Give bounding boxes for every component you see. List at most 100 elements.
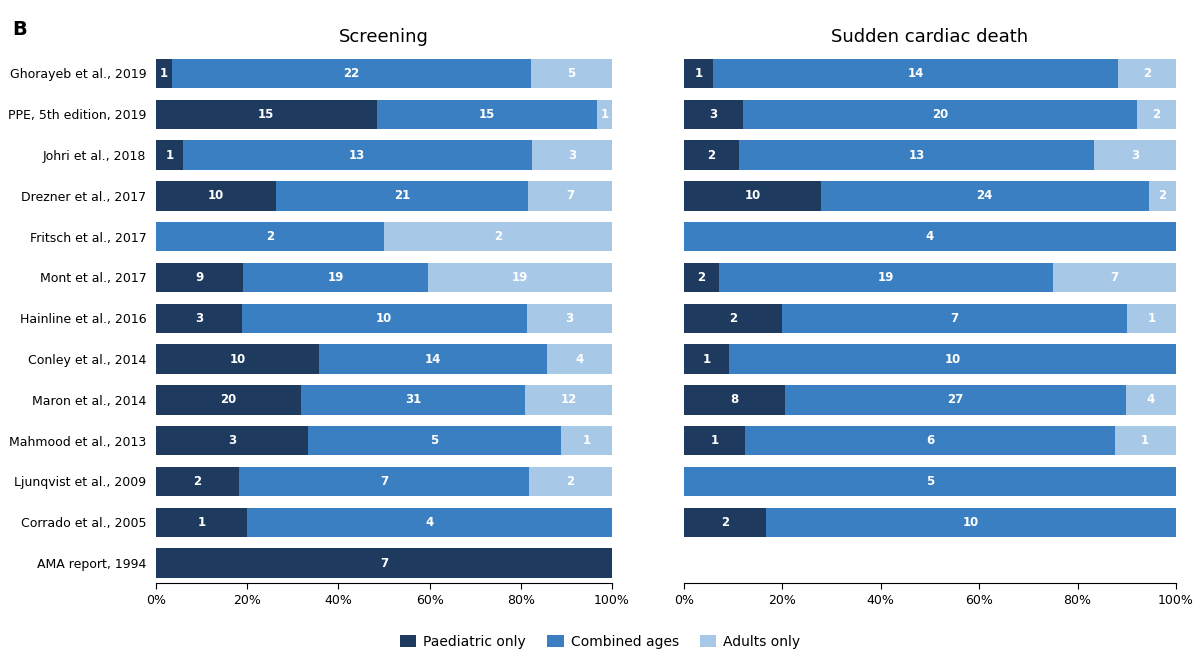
Bar [745, 426, 1115, 455]
Text: 3: 3 [565, 312, 574, 325]
Text: 5: 5 [568, 67, 576, 80]
Bar [785, 385, 1126, 414]
Bar [308, 426, 562, 455]
Text: 7: 7 [1110, 271, 1118, 284]
Bar [427, 263, 612, 292]
Bar [719, 263, 1054, 292]
Bar [156, 426, 308, 455]
Bar [821, 181, 1148, 211]
Text: 5: 5 [431, 434, 439, 447]
Bar [684, 141, 739, 170]
Bar [156, 344, 319, 374]
Text: 1: 1 [702, 353, 710, 365]
Bar [684, 467, 1176, 496]
Text: 31: 31 [404, 393, 421, 406]
Bar [1115, 426, 1176, 455]
Text: 10: 10 [962, 516, 979, 528]
Text: 14: 14 [425, 353, 442, 365]
Bar [684, 99, 743, 129]
Text: 10: 10 [944, 353, 960, 365]
Bar [244, 263, 427, 292]
Bar [276, 181, 528, 211]
Bar [684, 222, 1176, 251]
Bar [532, 141, 612, 170]
Bar [156, 508, 247, 537]
Bar [684, 344, 728, 374]
Bar [377, 99, 598, 129]
Bar [247, 508, 612, 537]
Text: 7: 7 [380, 475, 388, 488]
Text: 2: 2 [1152, 108, 1160, 121]
Bar [684, 181, 821, 211]
Bar [384, 222, 612, 251]
Text: 19: 19 [328, 271, 343, 284]
Bar [547, 344, 612, 374]
Bar [1054, 263, 1176, 292]
Text: 7: 7 [380, 556, 388, 570]
Text: 1: 1 [1141, 434, 1150, 447]
Bar [684, 59, 713, 88]
Text: X: X [551, 636, 559, 646]
Text: 9: 9 [196, 271, 204, 284]
Text: 2: 2 [730, 312, 737, 325]
Bar [1127, 304, 1176, 333]
Text: X: X [704, 636, 712, 646]
Text: 1: 1 [198, 516, 205, 528]
Text: 3: 3 [568, 149, 576, 162]
Bar [527, 304, 612, 333]
Text: 22: 22 [343, 67, 360, 80]
Text: 27: 27 [947, 393, 964, 406]
Text: 2: 2 [721, 516, 730, 528]
Text: 12: 12 [560, 393, 577, 406]
Bar [156, 263, 244, 292]
Bar [156, 385, 301, 414]
Text: 13: 13 [349, 149, 365, 162]
Bar [319, 344, 547, 374]
Text: 5: 5 [926, 475, 934, 488]
Text: 10: 10 [376, 312, 392, 325]
Text: 2: 2 [193, 475, 202, 488]
Text: 3: 3 [1130, 149, 1139, 162]
Text: 4: 4 [1147, 393, 1154, 406]
Bar [728, 344, 1176, 374]
Bar [156, 467, 239, 496]
Bar [173, 59, 530, 88]
Bar [684, 304, 782, 333]
Text: 3: 3 [194, 312, 203, 325]
Bar [239, 467, 529, 496]
Bar [1094, 141, 1176, 170]
Text: 2: 2 [1158, 190, 1166, 202]
Title: Screening: Screening [340, 28, 428, 46]
Bar [1126, 385, 1176, 414]
Bar [156, 181, 276, 211]
Text: 3: 3 [228, 434, 236, 447]
Text: 15: 15 [258, 108, 275, 121]
Text: 10: 10 [208, 190, 224, 202]
Bar [713, 59, 1118, 88]
Bar [684, 385, 785, 414]
Text: 7: 7 [566, 190, 574, 202]
Bar [241, 304, 527, 333]
Text: 2: 2 [697, 271, 706, 284]
Text: 10: 10 [229, 353, 246, 365]
Text: 2: 2 [494, 230, 502, 243]
Bar [156, 548, 612, 577]
Text: 2: 2 [266, 230, 274, 243]
Text: 21: 21 [394, 190, 410, 202]
Text: 2: 2 [707, 149, 715, 162]
Bar [1148, 181, 1176, 211]
Text: 6: 6 [926, 434, 934, 447]
Bar [156, 222, 384, 251]
Bar [684, 426, 745, 455]
Bar [182, 141, 532, 170]
Text: 7: 7 [950, 312, 959, 325]
Text: 1: 1 [583, 434, 590, 447]
Bar [156, 304, 241, 333]
Bar [1136, 99, 1176, 129]
Text: 4: 4 [575, 353, 583, 365]
Bar [684, 508, 766, 537]
Text: 1: 1 [695, 67, 702, 80]
Text: 19: 19 [511, 271, 528, 284]
Legend: Paediatric only, Combined ages, Adults only: Paediatric only, Combined ages, Adults o… [396, 631, 804, 653]
Bar [301, 385, 526, 414]
